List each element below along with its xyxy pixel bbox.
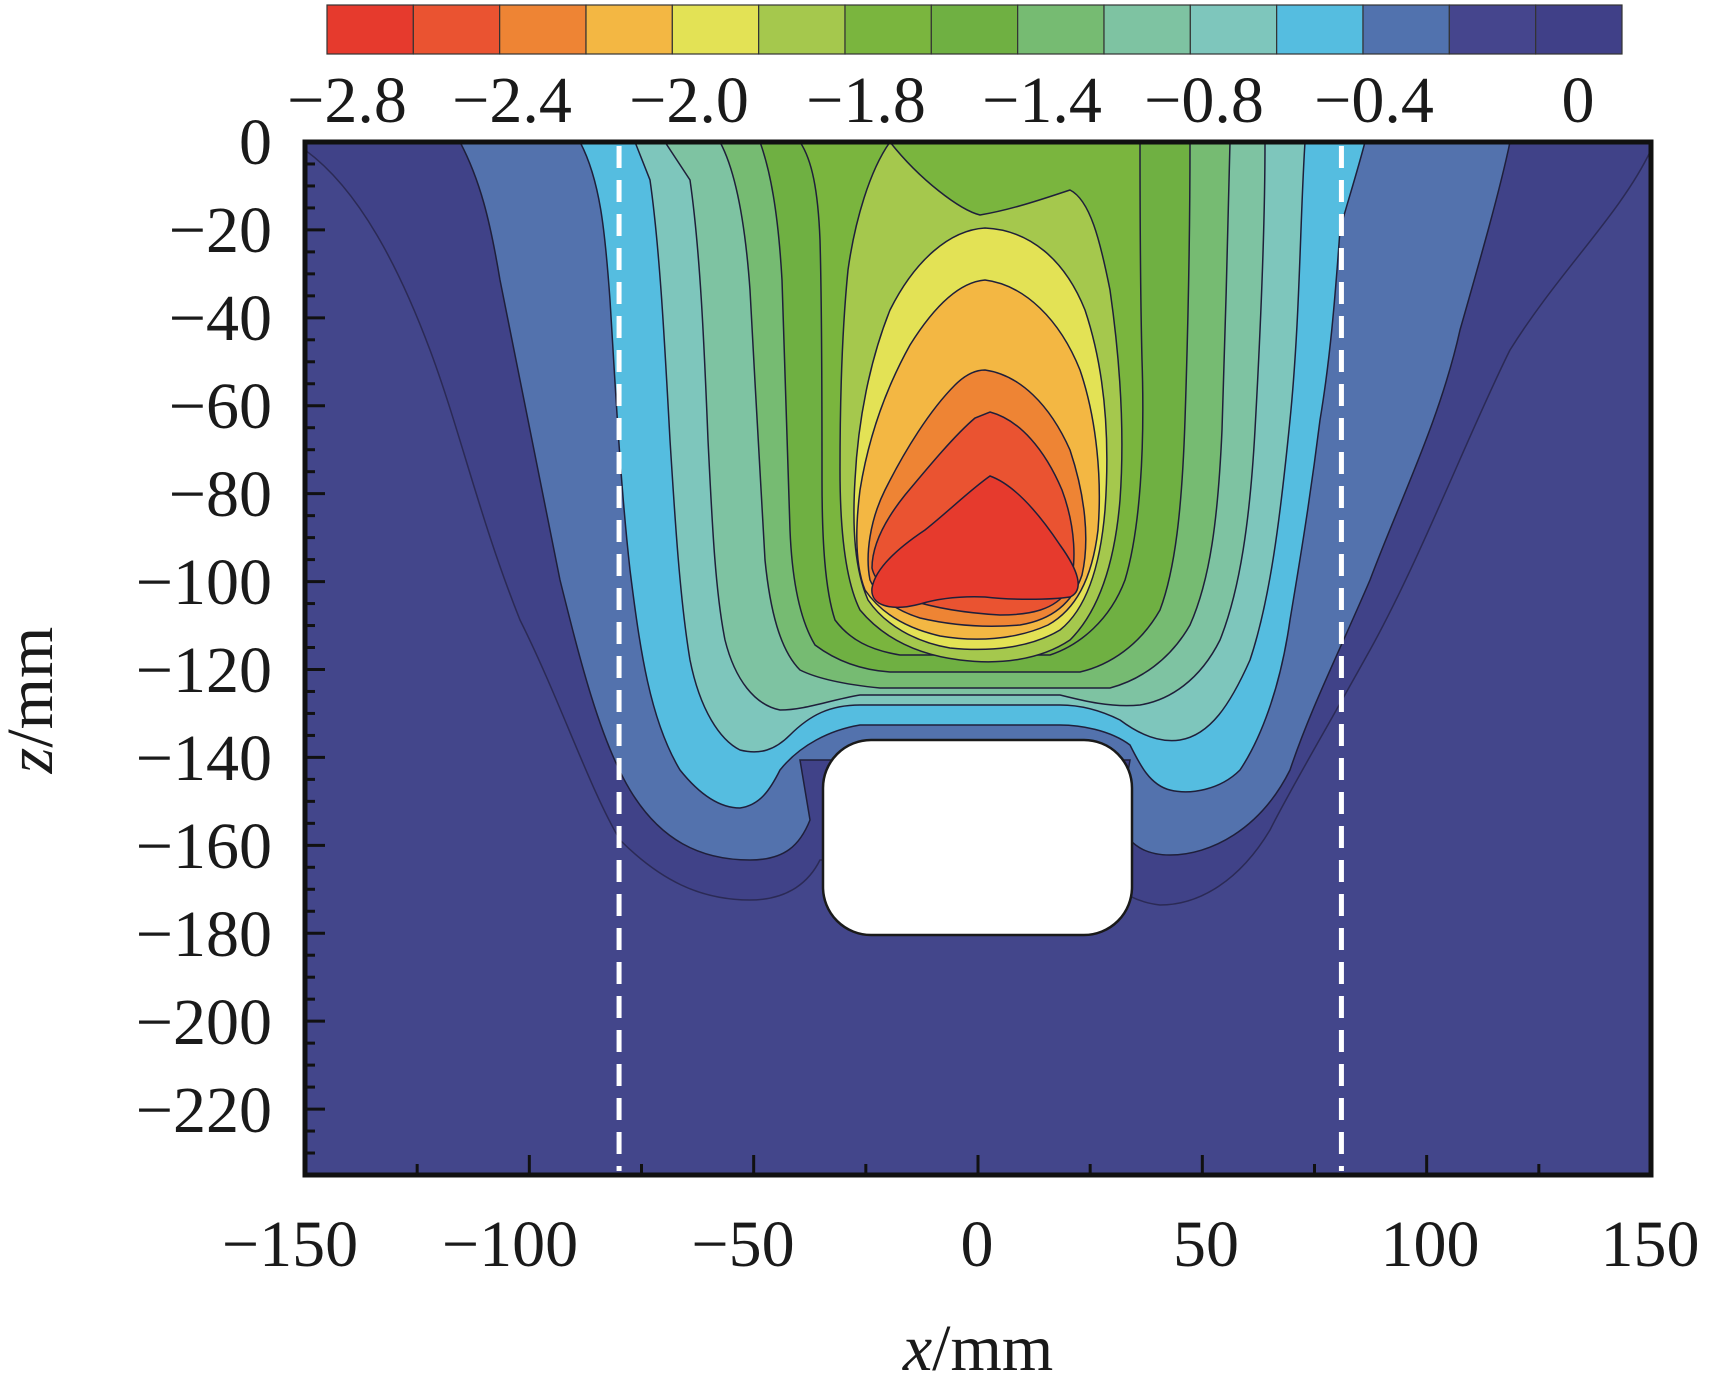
x-axis-title: x/mm — [902, 1312, 1053, 1384]
y-tick-label: −160 — [136, 810, 272, 883]
x-tick-label: −50 — [691, 1208, 794, 1281]
y-tick-label: −200 — [136, 986, 272, 1059]
y-axis-var: z — [0, 748, 67, 775]
colorbar-tick-label: −1.8 — [806, 64, 926, 137]
colorbar — [326, 4, 1623, 55]
colorbar-cell — [844, 4, 932, 55]
colorbar-cell — [412, 4, 501, 55]
colorbar-cell — [758, 4, 846, 55]
y-tick-label: −80 — [169, 458, 272, 531]
y-tick-label: −120 — [136, 634, 272, 707]
x-tick-label: −100 — [442, 1208, 578, 1281]
y-tick-labels: 0 −20 −40 −60 −80 −100 −120 −140 −160 −1… — [136, 106, 272, 1147]
x-tick-label: 50 — [1173, 1208, 1239, 1281]
colorbar-tick-label: −0.4 — [1314, 64, 1434, 137]
colorbar-labels: −2.8 −2.4 −2.0 −1.8 −1.4 −0.8 −0.4 0 — [287, 64, 1594, 137]
y-tick-label: −20 — [169, 194, 272, 267]
x-tick-labels: −150 −100 −50 0 50 100 150 — [222, 1208, 1700, 1281]
y-tick-label: −140 — [136, 722, 272, 795]
y-axis-title: z/mm — [0, 627, 67, 775]
x-axis-ticks — [303, 1155, 1653, 1175]
colorbar-tick-label: −2.4 — [452, 64, 572, 137]
y-tick-label: −40 — [169, 282, 272, 355]
colorbar-tick-label: −1.4 — [982, 64, 1102, 137]
x-axis-unit: /mm — [932, 1312, 1053, 1384]
colorbar-cell — [1103, 4, 1191, 55]
obstacle — [821, 738, 1134, 937]
y-tick-label: −100 — [136, 546, 272, 619]
y-tick-label: −220 — [136, 1074, 272, 1147]
colorbar-tick-label: −2.0 — [629, 64, 749, 137]
x-tick-label: 150 — [1601, 1208, 1700, 1281]
x-tick-label: 0 — [961, 1208, 994, 1281]
colorbar-cell — [1189, 4, 1278, 55]
y-axis-ticks — [305, 140, 325, 1177]
colorbar-cell — [1362, 4, 1450, 55]
colorbar-cell — [930, 4, 1019, 55]
colorbar-cell — [499, 4, 587, 55]
colorbar-tick-label: 0 — [1562, 64, 1595, 137]
colorbar-cell — [1448, 4, 1537, 55]
colorbar-cell — [1017, 4, 1105, 55]
x-tick-label: 100 — [1381, 1208, 1480, 1281]
y-tick-label: 0 — [239, 106, 272, 179]
y-axis-unit: /mm — [0, 627, 67, 748]
colorbar-cell — [671, 4, 760, 55]
colorbar-tick-label: −0.8 — [1144, 64, 1264, 137]
x-tick-label: −150 — [222, 1208, 358, 1281]
y-tick-label: −60 — [169, 370, 272, 443]
colorbar-tick-label: −2.8 — [287, 64, 407, 137]
colorbar-cell — [1535, 4, 1623, 55]
colorbar-cell — [585, 4, 673, 55]
colorbar-cell — [326, 4, 414, 55]
contour-band — [871, 475, 1079, 608]
contour-field — [305, 142, 1651, 1175]
reference-lines — [616, 146, 1344, 1171]
y-tick-label: −180 — [136, 898, 272, 971]
colorbar-cell — [1276, 4, 1364, 55]
x-axis-var: x — [902, 1312, 932, 1384]
